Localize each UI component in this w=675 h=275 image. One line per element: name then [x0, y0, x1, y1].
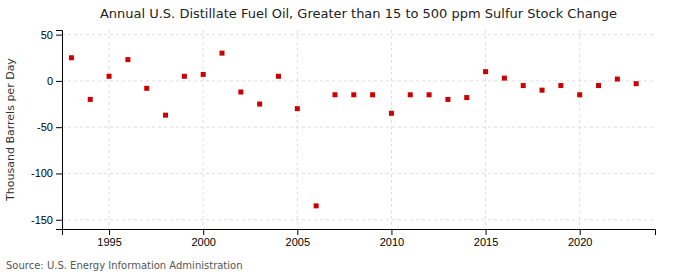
point	[238, 90, 243, 95]
point	[370, 92, 375, 97]
point	[220, 51, 225, 56]
y-tick-label: 50	[41, 29, 53, 41]
y-tick: 50	[41, 29, 62, 41]
source-note: Source: U.S. Energy Information Administ…	[6, 260, 243, 271]
x-tick-mark	[580, 229, 581, 235]
point	[596, 83, 601, 88]
point	[634, 81, 639, 86]
point	[521, 83, 526, 88]
x-axis-line	[63, 230, 656, 236]
x-tick-label: 2020	[568, 236, 592, 248]
point	[163, 113, 168, 118]
point	[88, 97, 93, 102]
point	[464, 95, 469, 100]
title: Annual U.S. Distillate Fuel Oil, Greater…	[100, 6, 617, 21]
point	[577, 92, 582, 97]
y-tick: 0	[47, 75, 62, 87]
x-tick-mark	[109, 229, 110, 235]
point	[107, 74, 112, 79]
point	[69, 55, 74, 60]
grid-line-y	[62, 80, 655, 81]
x-tick-mark	[203, 229, 204, 235]
grid-line-x	[109, 30, 110, 229]
grid-line-x	[297, 30, 298, 229]
y-tick-label: -100	[31, 167, 53, 179]
point	[144, 86, 149, 91]
x-tick-mark	[297, 229, 298, 235]
point	[427, 92, 432, 97]
x-tick: 2005	[286, 229, 310, 248]
x-axis: 1995 2000 2005 2010 2015 2020	[63, 229, 656, 248]
y-tick-mark	[56, 173, 62, 174]
y-axis: -150 -100 -50 0 50	[31, 29, 63, 230]
point	[257, 102, 262, 107]
x-tick-label: 2010	[380, 236, 404, 248]
point	[201, 72, 206, 77]
point	[295, 106, 300, 111]
point	[445, 97, 450, 102]
chart-svg: 1995 2000 2005 2010 2015 2020 -150 -100 -50 0 50 An…	[0, 0, 675, 275]
grid-line-x	[203, 30, 204, 229]
point	[389, 111, 394, 116]
y-tick-mark	[56, 220, 62, 221]
x-tick: 2010	[380, 229, 404, 248]
y-tick-mark	[56, 127, 62, 128]
point	[314, 203, 319, 208]
y-tick-label: -50	[37, 121, 53, 133]
grid-line-y	[62, 219, 655, 220]
point	[351, 92, 356, 97]
y-tick-mark	[56, 35, 62, 36]
y-tick-mark	[56, 81, 62, 82]
point	[558, 83, 563, 88]
y-tick: -50	[37, 121, 62, 133]
grid-line-y	[62, 173, 655, 174]
grid	[62, 30, 655, 229]
grid-line-y	[62, 34, 655, 35]
y-tick-label: -150	[31, 214, 53, 226]
grid-line-x	[579, 30, 580, 229]
x-tick-label: 1995	[97, 236, 121, 248]
x-tick: 2020	[568, 229, 592, 248]
y-tick: -150	[31, 214, 62, 226]
x-tick-label: 2015	[474, 236, 498, 248]
x-tick: 1995	[97, 229, 121, 248]
plot-area: 1995 2000 2005 2010 2015 2020 -150 -100 -50 0 50	[31, 29, 656, 248]
grid-line-y	[62, 127, 655, 128]
point	[125, 57, 130, 62]
x-tick-label: 2005	[286, 236, 310, 248]
points	[69, 51, 639, 209]
point	[276, 74, 281, 79]
y-axis-line	[56, 31, 63, 230]
point	[615, 77, 620, 82]
point	[408, 92, 413, 97]
y-tick-label: 0	[47, 75, 53, 87]
chart-container: 1995 2000 2005 2010 2015 2020 -150 -100 -50 0 50 An…	[0, 0, 675, 275]
point	[540, 88, 545, 93]
y-tick: -100	[31, 167, 62, 179]
x-tick-mark	[486, 229, 487, 235]
x-tick: 2000	[191, 229, 215, 248]
point	[502, 76, 507, 81]
x-tick-mark	[391, 229, 392, 235]
grid-line-x	[391, 30, 392, 229]
grid-line-x	[485, 30, 486, 229]
point	[483, 69, 488, 74]
x-tick-label: 2000	[191, 236, 215, 248]
y-axis-label: Thousand Barrels per Day	[4, 58, 17, 202]
x-tick: 2015	[474, 229, 498, 248]
point	[182, 74, 187, 79]
point	[332, 92, 337, 97]
